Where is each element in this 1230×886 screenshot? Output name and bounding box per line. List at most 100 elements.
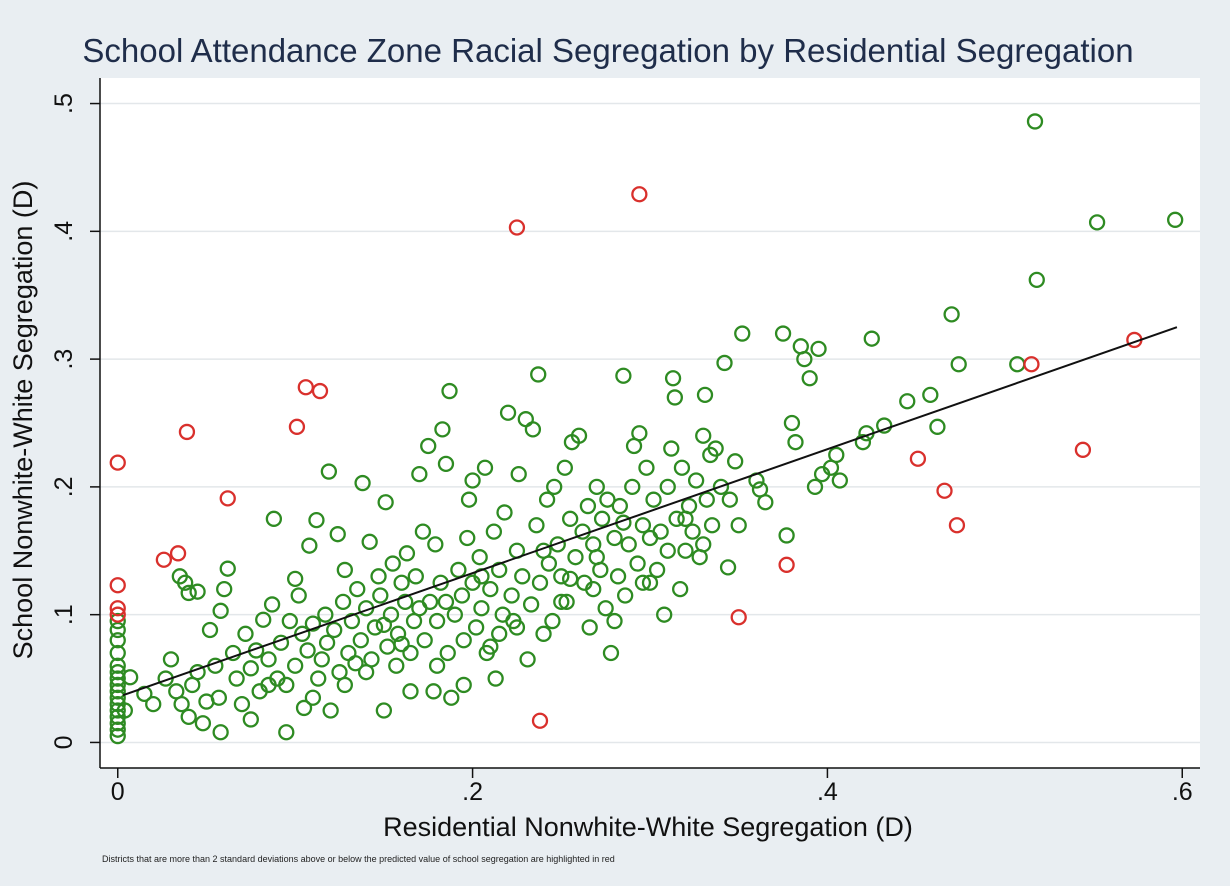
- data-point: [145, 695, 162, 713]
- data-point: [420, 437, 437, 455]
- data-point: [304, 615, 322, 632]
- data-point: [929, 418, 946, 435]
- data-point: [219, 560, 236, 577]
- data-point: [638, 459, 655, 476]
- data-point: [311, 382, 329, 400]
- data-point: [734, 325, 751, 342]
- data-point: [863, 330, 880, 347]
- data-point: [519, 651, 536, 668]
- data-point: [180, 584, 197, 602]
- data-point: [397, 593, 414, 611]
- data-point: [402, 683, 419, 700]
- data-point: [634, 574, 652, 591]
- data-point: [441, 382, 458, 400]
- data-point: [579, 497, 597, 515]
- data-point: [496, 504, 513, 521]
- data-point: [778, 527, 795, 544]
- data-point: [476, 459, 494, 476]
- data-point: [437, 593, 455, 611]
- data-point: [774, 325, 792, 342]
- data-point: [695, 536, 712, 553]
- data-point: [455, 632, 472, 649]
- data-point: [796, 350, 813, 368]
- data-point: [354, 474, 371, 492]
- data-point: [482, 638, 499, 655]
- data-point: [313, 651, 330, 668]
- data-point: [508, 219, 526, 236]
- data-point: [336, 676, 353, 694]
- data-point: [263, 596, 281, 613]
- data-point: [801, 370, 818, 387]
- data-point: [730, 517, 747, 534]
- data-point: [831, 472, 848, 489]
- data-point: [672, 580, 689, 598]
- data-point: [308, 511, 325, 529]
- data-point: [659, 542, 676, 559]
- data-point: [169, 545, 187, 562]
- data-point: [656, 606, 673, 623]
- x-tick-label: 0: [111, 778, 125, 806]
- data-point: [294, 625, 311, 642]
- data-point: [631, 186, 648, 203]
- data-point: [524, 421, 542, 438]
- data-point: [398, 545, 416, 562]
- data-point: [695, 427, 712, 444]
- data-point: [439, 644, 456, 662]
- data-point: [109, 632, 126, 649]
- data-point: [414, 523, 432, 540]
- data-point: [155, 551, 173, 568]
- data-point: [588, 549, 605, 566]
- data-point: [567, 549, 584, 566]
- data-point: [212, 724, 229, 741]
- data-point: [180, 708, 197, 726]
- y-tick-label: .5: [50, 93, 78, 114]
- data-point: [427, 536, 444, 553]
- data-point: [546, 478, 563, 496]
- data-point: [310, 670, 327, 687]
- data-point: [1026, 113, 1044, 130]
- data-point: [909, 450, 927, 467]
- data-point: [265, 510, 283, 527]
- data-point: [606, 529, 623, 547]
- data-point: [943, 306, 960, 323]
- data-point: [562, 570, 579, 588]
- data-point: [510, 465, 527, 483]
- data-point: [388, 657, 405, 674]
- data-point: [599, 491, 616, 508]
- data-point: [370, 568, 387, 585]
- data-point: [757, 494, 774, 511]
- data-point: [854, 434, 872, 451]
- data-point: [606, 612, 623, 630]
- x-axis-label: Residential Nonwhite-White Segregation (…: [383, 812, 913, 842]
- chart-title: School Attendance Zone Racial Segregatio…: [82, 32, 1133, 69]
- data-point: [514, 568, 531, 585]
- data-point: [641, 574, 659, 591]
- data-point: [411, 600, 428, 617]
- data-point: [301, 537, 318, 554]
- data-point: [278, 724, 295, 741]
- data-point: [530, 366, 547, 383]
- data-point: [189, 583, 206, 600]
- data-point: [109, 689, 126, 706]
- data-point: [1074, 441, 1092, 458]
- fitted-line: [122, 326, 1178, 697]
- data-point: [482, 580, 499, 598]
- data-point: [237, 625, 254, 642]
- data-point: [597, 600, 614, 617]
- y-tick-label: .1: [50, 604, 78, 625]
- gridlines: [100, 102, 1200, 744]
- data-point: [538, 491, 556, 508]
- data-point: [624, 478, 641, 496]
- data-point: [570, 427, 588, 444]
- data-point: [645, 491, 662, 508]
- data-point: [677, 510, 694, 527]
- plot-area: [100, 78, 1200, 768]
- data-point: [349, 580, 366, 598]
- data-point: [109, 657, 126, 674]
- data-point: [1167, 211, 1184, 228]
- data-point: [936, 482, 953, 499]
- data-point: [703, 517, 721, 534]
- data-point: [684, 523, 701, 540]
- data-point: [109, 606, 126, 623]
- data-point: [219, 490, 236, 507]
